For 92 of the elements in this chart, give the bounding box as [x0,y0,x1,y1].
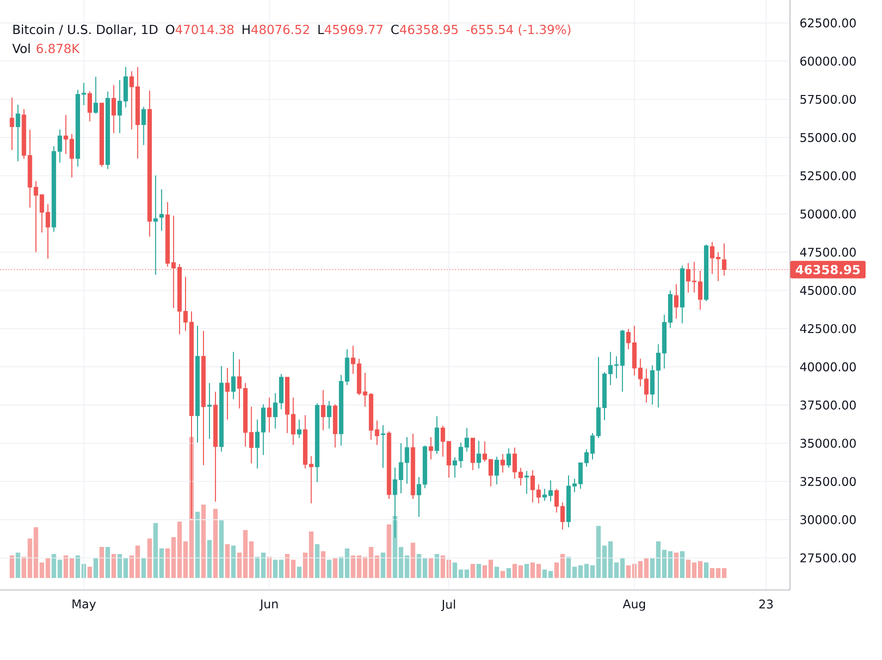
y-tick-label: 55000.00 [800,133,856,142]
y-tick-label: 57500.00 [800,94,856,104]
y-tick-label: 35000.00 [800,438,856,448]
annotation: 47014.38 [176,24,234,34]
candlestick [153,174,158,276]
candlestick [428,436,434,460]
y-tick-label: 50000.00 [800,209,856,219]
y-tick-label: 42500.00 [800,324,856,334]
bar [10,555,14,578]
bar [207,540,212,578]
candlestick [88,90,92,122]
bar [326,560,332,578]
bar [213,508,218,578]
bar [231,546,236,578]
candlestick [297,419,302,439]
candlestick [267,397,272,433]
x-tick-label: Jun [259,600,278,611]
x-tick-label: Jul [441,600,455,611]
bar [428,558,434,578]
candlestick [674,284,679,320]
annotation: 48076.52 [251,24,309,34]
candlestick [494,456,499,485]
y-tick-label: 37500.00 [800,400,856,410]
annotation: 6.878K [36,44,80,54]
bar [386,524,392,578]
candlestick [111,84,116,134]
candlestick [500,453,505,474]
x-tick-label: May [72,600,96,611]
candlestick [326,400,332,430]
candlestick [380,424,386,468]
y-tick-label: 62500.00 [800,18,856,28]
candlestick [231,351,236,400]
annotation: -655.54 (-1.39%) [466,24,570,36]
y-tick-label: 27500.00 [800,553,856,562]
candlestick [10,97,14,151]
candlestick [207,382,212,440]
bar [195,512,200,578]
bar [320,551,326,578]
annotation: L [318,24,324,34]
y-tick-label: 45000.00 [800,286,856,295]
bar [524,564,529,578]
annotation: 45969.77 [324,24,383,34]
bar [680,551,685,578]
bar [147,538,152,578]
bar [476,564,482,578]
annotation: Vol [12,44,30,54]
bar [201,504,206,578]
candlestick [159,188,164,232]
candlestick [506,448,511,468]
text: Bitcoin / U.S. Dollar, 1D [13,24,158,36]
bar [704,562,708,578]
bar [314,544,320,578]
candlestick [141,106,146,146]
annotation: 46358.95 [400,24,458,34]
y-tick-label: 40000.00 [800,362,856,372]
candlestick [320,390,326,431]
bar [141,558,146,578]
bar [506,568,511,578]
bar [225,544,230,578]
bar [105,546,110,578]
bar [111,554,116,578]
y-tick-label: 60000.00 [800,56,856,66]
candlestick [225,368,230,420]
annotation: C [391,24,399,34]
bar [410,542,416,578]
y-tick-label: 47500.00 [800,248,856,257]
bar [674,552,679,578]
bar [88,566,92,578]
candlestick [94,76,98,114]
bar [219,520,224,578]
candlestick [434,416,440,454]
ref-line-label: 46358.95 [796,264,860,274]
annotation: H [242,24,250,34]
bar [500,570,506,578]
annotation: O [166,24,174,34]
y-tick-label: 30000.00 [800,515,856,524]
bar [93,558,98,578]
candlestick [16,104,20,162]
x-tick-label: Aug [622,600,645,611]
candlestick [476,440,482,469]
bar [494,566,500,578]
y-tick-label: 52500.00 [800,171,856,180]
bar [99,546,104,578]
candlestick [524,470,529,494]
bar [296,566,302,578]
bar [332,558,338,578]
x-tick-label: 23 [759,600,773,609]
bar [470,564,476,578]
bar [16,552,20,578]
y-tick-label: 32500.00 [800,476,856,486]
bar [380,552,386,578]
bar [434,554,440,578]
